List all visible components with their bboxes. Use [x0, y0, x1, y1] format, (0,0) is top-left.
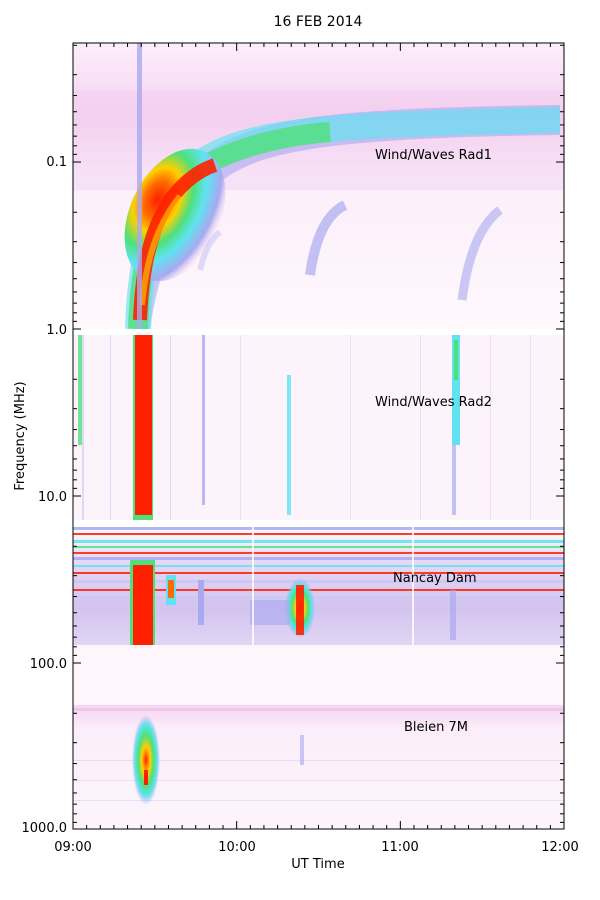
chart-title: 16 FEB 2014: [274, 14, 363, 30]
x-axis-title: UT Time: [291, 857, 344, 872]
y-axis-title: Frequency (MHz): [13, 381, 28, 490]
x-tick-label-1200: 12:00: [541, 840, 578, 855]
y-axis-ticks: [73, 44, 564, 823]
y-tick-label-100.0: 100.0: [30, 657, 67, 672]
y-tick-label-10.0: 10.0: [38, 490, 67, 505]
x-tick-label-1000: 10:00: [218, 840, 255, 855]
x-tick-label-1100: 11:00: [381, 840, 418, 855]
panel-label-rad2: Wind/Waves Rad2: [375, 395, 492, 410]
spectrogram-image: [73, 43, 564, 829]
y-tick-label-1000.0: 1000.0: [22, 821, 68, 836]
panel-label-bleien: Bleien 7M: [404, 720, 468, 735]
panel-label-nancay: Nancay Dam: [393, 571, 477, 586]
panel-label-rad1: Wind/Waves Rad1: [375, 148, 492, 163]
x-axis-ticks: [72, 43, 565, 829]
y-tick-label-1.0: 1.0: [46, 323, 67, 338]
x-tick-label-0900: 09:00: [54, 840, 91, 855]
y-tick-label-0.1: 0.1: [46, 155, 67, 170]
rad2-background: [73, 335, 564, 520]
